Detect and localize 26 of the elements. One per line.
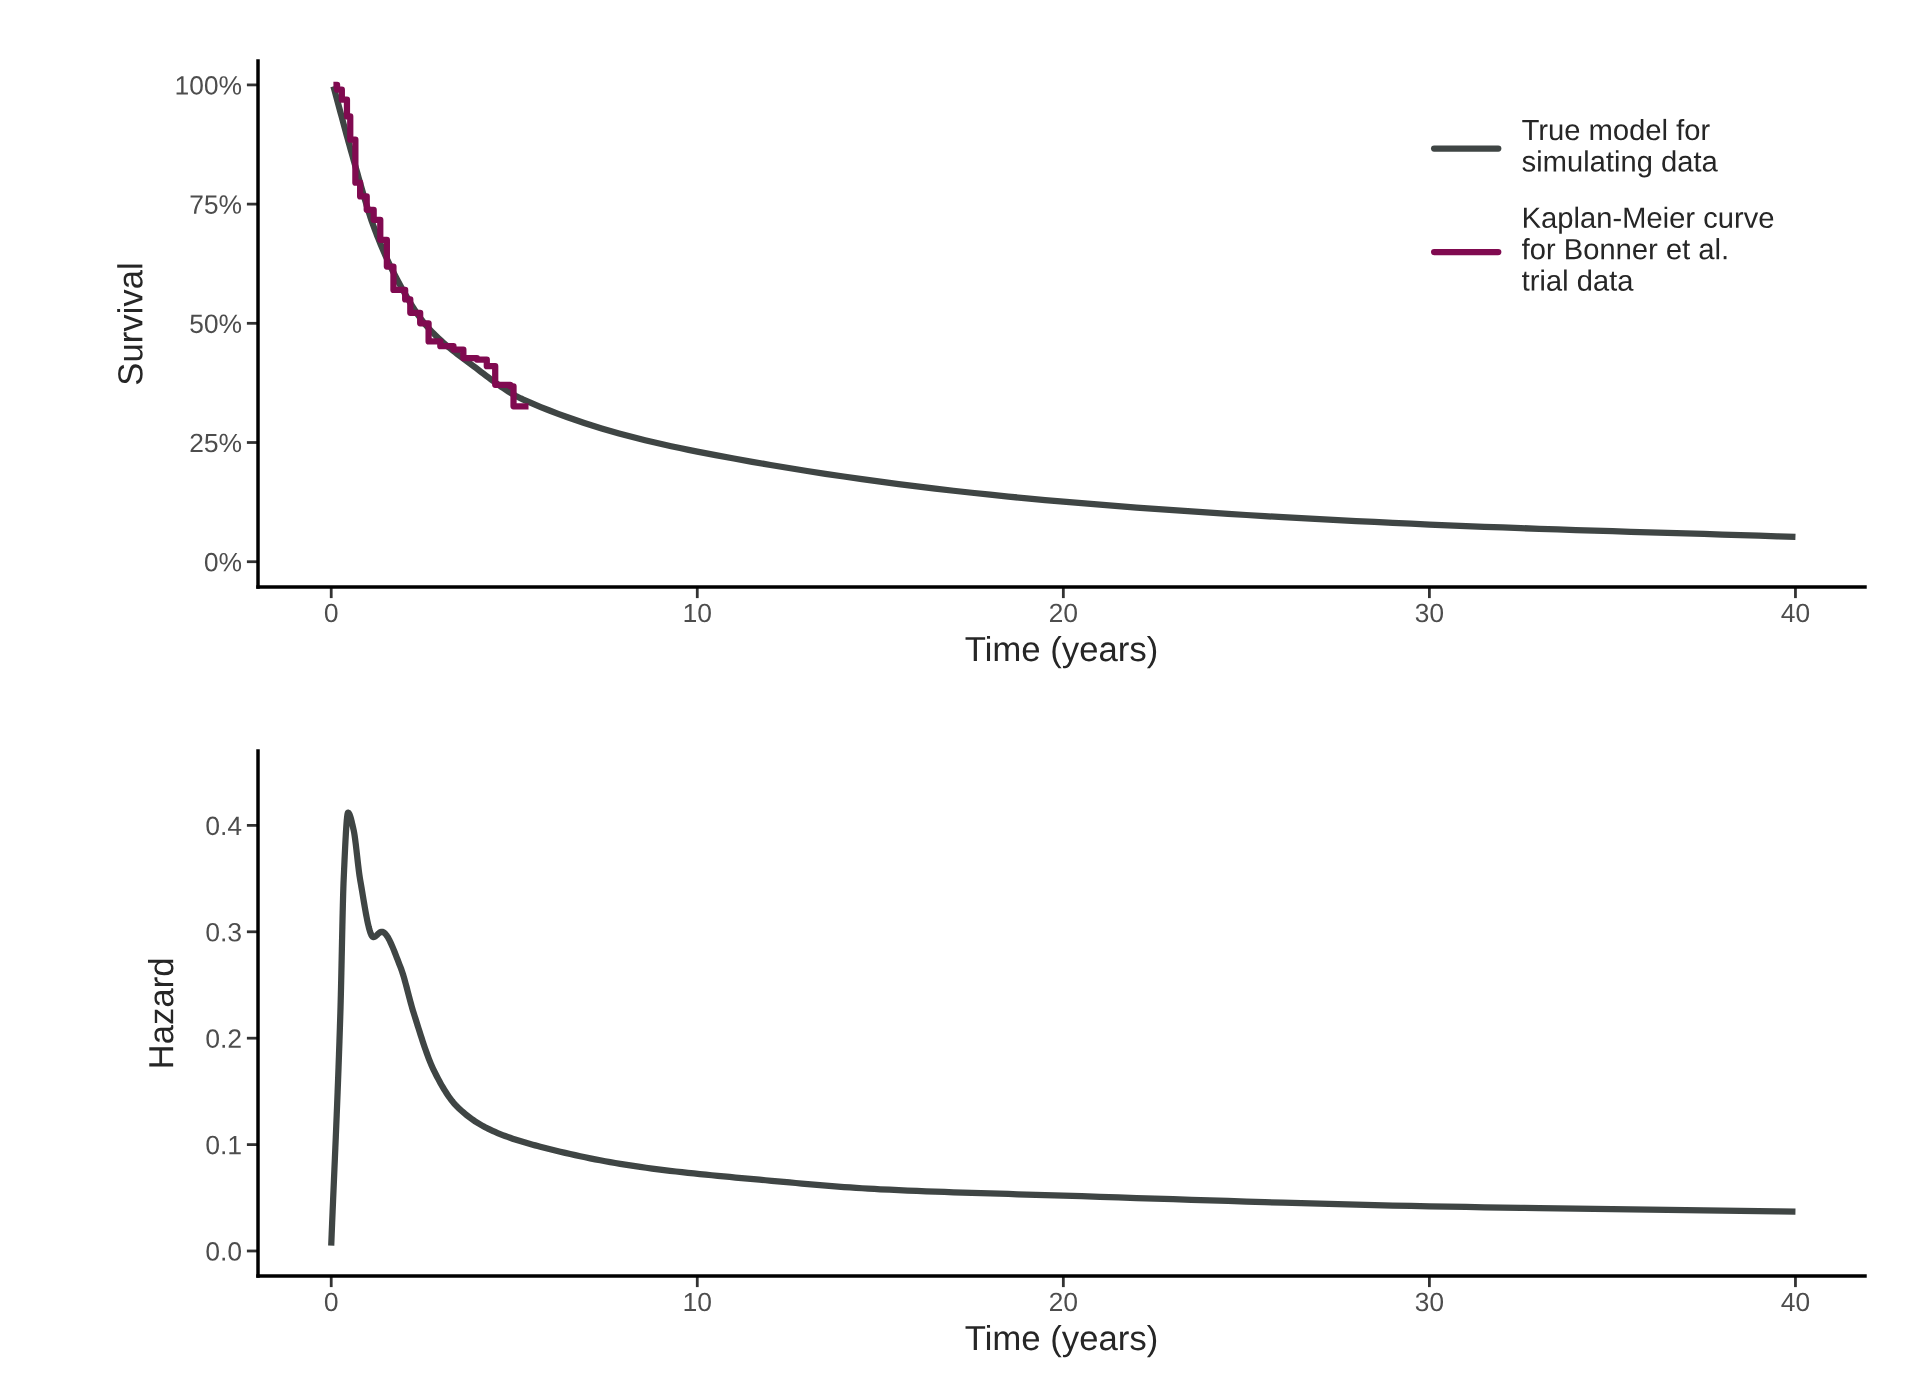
y-tick-label: 0.0 [206,1242,242,1261]
x-axis-title: Time (years) [965,635,1157,669]
y-tick-label: 50% [190,314,242,334]
x-tick-label: 10 [684,603,711,623]
x-tick-label: 20 [1049,603,1077,623]
x-tick-label: 30 [1415,603,1444,623]
y-tick-label: 0.2 [206,1029,241,1049]
x-axis-title: Time (years) [965,1324,1157,1358]
x-tick-label: 10 [684,1292,711,1312]
y-tick-label: 0.4 [206,816,242,836]
x-tick-label: 30 [1415,1292,1444,1312]
y-axis-title: Hazard [147,959,174,1067]
y-tick-label: 0.3 [206,922,241,942]
x-tick-label: 0 [324,603,338,623]
y-axis-title: Survival [117,264,143,385]
y-tick-label: 100% [176,76,242,95]
y-tick-label: 0% [204,552,242,572]
x-tick-label: 20 [1049,1292,1077,1312]
legend-label: Kaplan-Meier curve for Bonner et al. trial data [1522,206,1774,291]
x-tick-label: 0 [324,1292,338,1312]
y-tick-label: 25% [190,433,242,453]
x-tick-label: 40 [1781,603,1810,623]
legend-label: True model for simulating data [1522,118,1718,178]
y-tick-label: 75% [190,195,242,214]
x-tick-label: 40 [1781,1292,1810,1312]
y-tick-label: 0.1 [206,1135,241,1155]
